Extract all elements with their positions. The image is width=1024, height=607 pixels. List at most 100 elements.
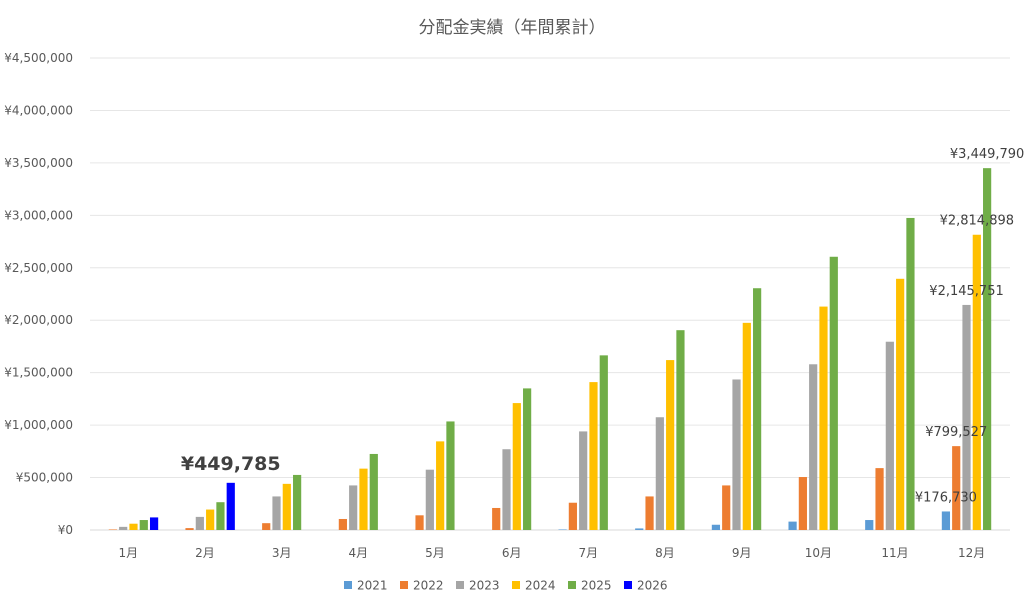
legend-swatch — [456, 581, 464, 589]
bar-2025-6月 — [523, 388, 532, 530]
x-tick-label: 1月 — [119, 546, 139, 560]
bar-2021-11月 — [865, 520, 874, 530]
bar-2023-12月 — [962, 304, 971, 530]
x-tick-label: 4月 — [349, 546, 369, 560]
bar-2022-4月 — [338, 518, 347, 530]
legend-swatch — [624, 581, 632, 589]
data-label: ¥799,527 — [925, 425, 987, 440]
bar-2024-4月 — [359, 468, 368, 530]
bar-2023-3月 — [272, 496, 281, 530]
y-tick-label: ¥2,500,000 — [4, 261, 73, 275]
y-tick-label: ¥2,000,000 — [4, 313, 73, 327]
y-tick-label: ¥500,000 — [16, 471, 73, 485]
bar-2024-5月 — [436, 441, 445, 530]
bar-2024-12月 — [972, 234, 981, 530]
bar-2023-7月 — [579, 431, 588, 530]
bar-2022-7月 — [568, 502, 577, 530]
x-tick-label: 2月 — [195, 546, 215, 560]
data-label: ¥3,449,790 — [950, 147, 1024, 162]
legend-swatch — [512, 581, 520, 589]
y-tick-label: ¥0 — [58, 523, 73, 537]
bar-2023-9月 — [732, 379, 741, 530]
bar-2022-12月 — [952, 446, 961, 530]
bar-2023-10月 — [809, 364, 818, 530]
bar-2021-7月 — [558, 529, 567, 530]
bar-2025-2月 — [216, 502, 225, 530]
data-label: ¥2,814,898 — [940, 214, 1014, 229]
bar-2023-2月 — [195, 516, 204, 530]
x-tick-label: 6月 — [502, 546, 522, 560]
bar-2025-10月 — [829, 256, 838, 530]
bar-2022-8月 — [645, 496, 654, 530]
bar-2025-5月 — [446, 421, 455, 530]
legend-label: 2025 — [581, 579, 612, 593]
bar-2026-2月 — [226, 482, 235, 530]
bar-2022-11月 — [875, 468, 884, 530]
bar-2023-11月 — [885, 341, 894, 530]
legend-swatch — [400, 581, 408, 589]
bar-2021-12月 — [941, 511, 951, 530]
x-tick-label: 11月 — [881, 546, 908, 560]
y-tick-label: ¥4,000,000 — [4, 103, 73, 117]
x-tick-label: 9月 — [732, 546, 752, 560]
bar-2025-8月 — [676, 330, 685, 530]
bar-2022-5月 — [415, 515, 424, 530]
legend-label: 2026 — [637, 579, 668, 593]
bar-2025-7月 — [599, 355, 608, 530]
bar-2024-2月 — [206, 509, 215, 530]
bar-2025-9月 — [753, 288, 762, 530]
bar-2025-11月 — [906, 217, 915, 530]
y-axis-ticks: ¥0 ¥500,000 ¥1,000,000 ¥1,500,000 ¥2,000,000… — [4, 51, 73, 537]
bar-2024-1月 — [129, 523, 138, 530]
bar-2024-9月 — [742, 322, 751, 530]
legend-swatch — [344, 581, 352, 589]
legend-label: 2023 — [469, 579, 500, 593]
bar-2022-3月 — [262, 523, 271, 530]
x-tick-label: 3月 — [272, 546, 292, 560]
bar-2022-10月 — [798, 477, 807, 530]
bar-2025-1月 — [139, 520, 148, 530]
x-tick-label: 8月 — [655, 546, 675, 560]
y-tick-label: ¥3,500,000 — [4, 156, 73, 170]
data-labels: ¥449,785 ¥176,730 ¥799,527 ¥2,145,751 ¥2,814… — [181, 147, 1024, 505]
data-label: ¥449,785 — [181, 453, 281, 475]
bar-2023-8月 — [655, 417, 664, 530]
y-tick-label: ¥4,500,000 — [4, 51, 73, 65]
bar-2022-6月 — [492, 507, 501, 530]
bar-2024-8月 — [666, 360, 675, 530]
bar-2023-6月 — [502, 449, 511, 530]
data-label: ¥176,730 — [915, 490, 977, 505]
chart-title: 分配金実績（年間累計） — [419, 18, 606, 38]
bar-2023-1月 — [119, 526, 128, 530]
bar-2025-4月 — [369, 453, 378, 530]
bar-2024-3月 — [282, 483, 291, 530]
bar-2021-10月 — [788, 521, 797, 530]
bar-2024-7月 — [589, 382, 598, 530]
bar-2022-9月 — [722, 485, 731, 530]
legend-label: 2021 — [357, 579, 388, 593]
y-tick-label: ¥1,000,000 — [4, 418, 73, 432]
x-tick-label: 12月 — [958, 546, 985, 560]
bar-2024-10月 — [819, 306, 828, 530]
x-axis-ticks: 1月 2月 3月 4月 5月 6月 7月 8月 9月 10月 11月 12月 — [119, 546, 986, 560]
x-tick-label: 7月 — [579, 546, 599, 560]
gridlines — [90, 57, 1010, 531]
bar-2025-3月 — [293, 474, 302, 530]
bar-2026-1月 — [149, 517, 159, 530]
bar-2023-5月 — [425, 469, 434, 530]
bar-2024-6月 — [512, 403, 521, 530]
bar-2022-2月 — [185, 528, 194, 530]
y-tick-label: ¥1,500,000 — [4, 366, 73, 380]
bar-2025-12月 — [983, 168, 992, 530]
y-tick-label: ¥3,000,000 — [4, 208, 73, 222]
bar-2022-1月 — [108, 529, 117, 530]
bar-2021-9月 — [711, 524, 721, 530]
x-tick-label: 5月 — [425, 546, 445, 560]
bar-2024-11月 — [896, 278, 905, 530]
data-label: ¥2,145,751 — [929, 284, 1003, 299]
bar-2023-4月 — [349, 485, 358, 530]
bar-2021-8月 — [635, 528, 644, 530]
legend-swatch — [568, 581, 576, 589]
